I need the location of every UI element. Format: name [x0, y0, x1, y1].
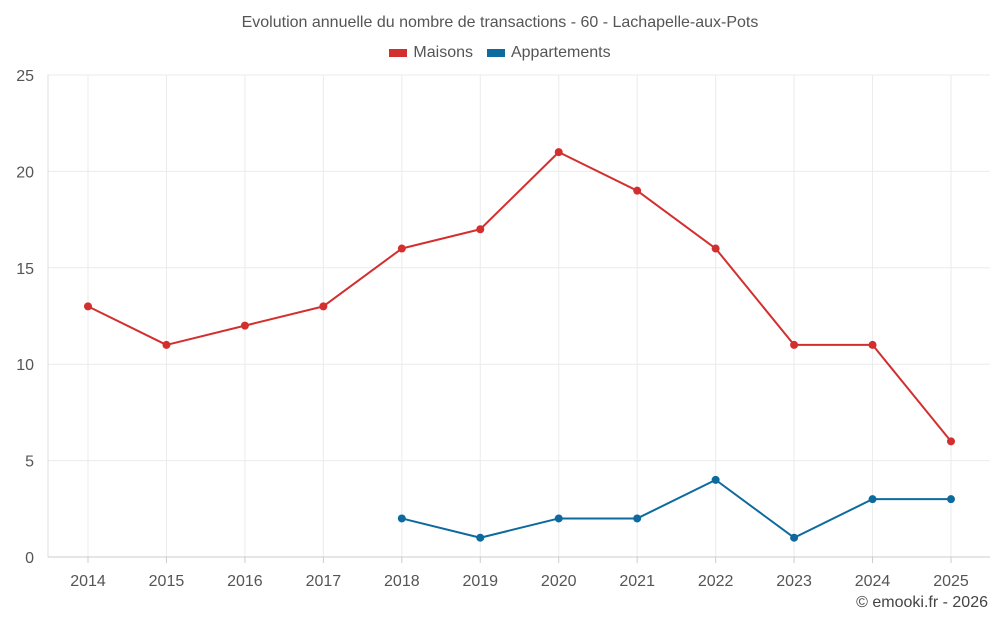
legend-swatch-maisons [389, 49, 408, 57]
data-point-appartements[interactable] [633, 514, 642, 523]
series-line-appartements [401, 478, 951, 539]
data-point-maisons[interactable] [790, 340, 799, 349]
legend-item-appartements[interactable]: Appartements [486, 44, 611, 62]
data-point-appartements[interactable] [397, 514, 406, 523]
x-tick-label: 2018 [384, 573, 420, 590]
x-tick-label: 2021 [619, 573, 655, 590]
data-point-appartements[interactable] [476, 533, 485, 542]
x-tick-label: 2017 [306, 573, 342, 590]
y-tick-label: 15 [16, 261, 34, 278]
data-point-appartements[interactable] [554, 514, 563, 523]
data-point-maisons[interactable] [554, 148, 563, 157]
data-point-appartements[interactable] [947, 495, 955, 504]
legend: Maisons Appartements [0, 44, 1000, 62]
y-tick-label: 5 [25, 454, 34, 471]
data-point-maisons[interactable] [476, 225, 485, 234]
chart-title: Evolution annuelle du nombre de transact… [241, 14, 759, 31]
x-tick-label: 2014 [70, 573, 106, 590]
data-point-maisons[interactable] [84, 302, 92, 311]
x-tick-label: 2016 [227, 573, 263, 590]
legend-item-maisons[interactable]: Maisons [389, 44, 473, 62]
data-point-appartements[interactable] [868, 495, 877, 504]
data-point-maisons[interactable] [711, 244, 720, 253]
legend-swatch-appartements [486, 49, 505, 57]
x-tick-label: 2025 [933, 573, 969, 590]
x-tick-label: 2024 [855, 573, 891, 590]
x-tick-label: 2015 [149, 573, 185, 590]
y-tick-label: 0 [25, 550, 34, 567]
y-tick-label: 10 [16, 357, 34, 374]
data-point-maisons[interactable] [319, 302, 328, 311]
data-point-appartements[interactable] [711, 475, 720, 484]
x-tick-label: 2020 [541, 573, 577, 590]
data-point-maisons[interactable] [868, 340, 877, 349]
credit-text: © emooki.fr - 2026 [856, 594, 988, 611]
data-point-appartements[interactable] [790, 533, 799, 542]
x-tick-label: 2023 [776, 573, 812, 590]
data-point-maisons[interactable] [633, 186, 642, 195]
series-line-maisons [87, 151, 952, 442]
legend-label-appartements: Appartements [510, 44, 611, 61]
data-point-maisons[interactable] [240, 321, 249, 330]
legend-label-maisons: Maisons [413, 44, 473, 61]
y-tick-label: 20 [16, 164, 34, 181]
data-point-maisons[interactable] [162, 340, 171, 349]
data-point-maisons[interactable] [397, 244, 406, 253]
data-point-maisons[interactable] [947, 437, 955, 446]
y-tick-label: 25 [16, 68, 34, 85]
x-tick-label: 2019 [462, 573, 498, 590]
x-tick-label: 2022 [698, 573, 734, 590]
